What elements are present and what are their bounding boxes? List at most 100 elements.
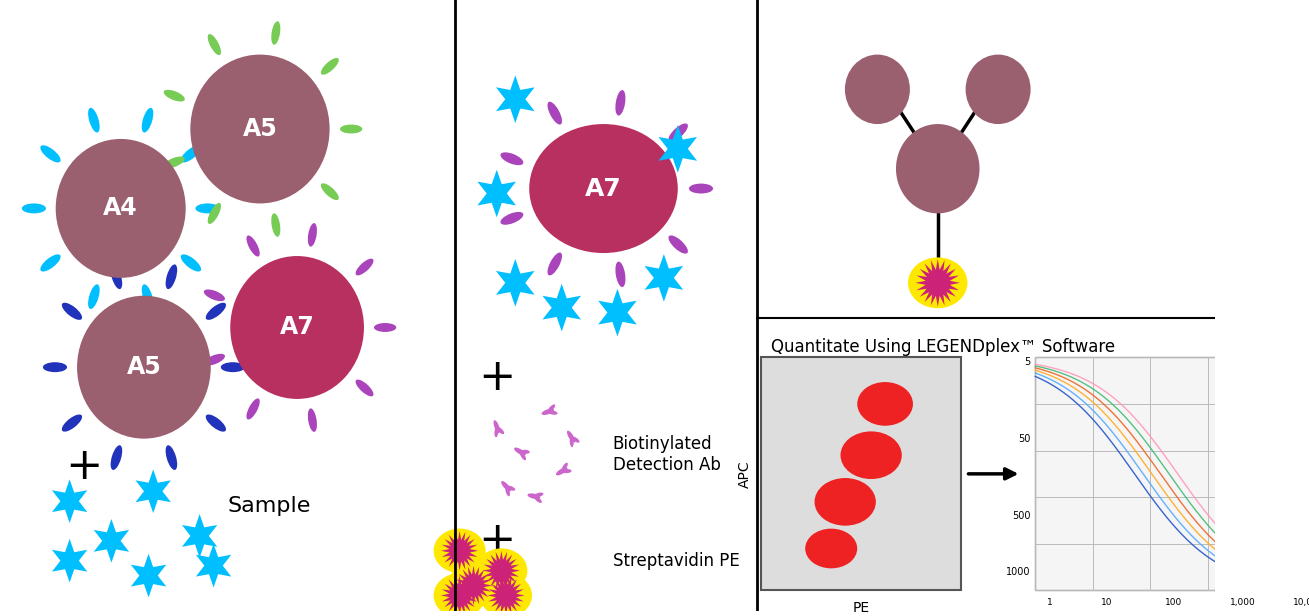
Ellipse shape <box>497 427 504 434</box>
Ellipse shape <box>181 145 202 163</box>
Ellipse shape <box>505 487 511 496</box>
Text: Sample: Sample <box>228 496 312 516</box>
Ellipse shape <box>507 485 516 491</box>
Polygon shape <box>915 259 959 307</box>
Polygon shape <box>644 254 683 302</box>
Polygon shape <box>478 169 516 217</box>
Ellipse shape <box>615 262 626 287</box>
Ellipse shape <box>321 58 339 75</box>
FancyBboxPatch shape <box>762 357 961 591</box>
Ellipse shape <box>166 264 177 289</box>
Ellipse shape <box>556 468 568 476</box>
Ellipse shape <box>246 235 259 257</box>
Ellipse shape <box>230 256 364 399</box>
Circle shape <box>895 124 979 213</box>
Text: A7: A7 <box>280 315 314 339</box>
Ellipse shape <box>141 108 153 132</box>
Polygon shape <box>441 531 478 570</box>
Ellipse shape <box>567 431 575 443</box>
Ellipse shape <box>62 302 82 320</box>
Ellipse shape <box>181 254 202 272</box>
Ellipse shape <box>840 431 902 479</box>
Ellipse shape <box>356 259 373 275</box>
Ellipse shape <box>908 257 967 308</box>
Text: A4: A4 <box>103 197 137 221</box>
Ellipse shape <box>520 452 526 460</box>
Ellipse shape <box>542 408 554 415</box>
Ellipse shape <box>495 428 499 437</box>
Text: A7: A7 <box>585 177 622 201</box>
Ellipse shape <box>857 382 912 426</box>
Polygon shape <box>487 575 525 615</box>
Ellipse shape <box>208 34 221 55</box>
Ellipse shape <box>141 284 153 309</box>
Ellipse shape <box>480 573 531 616</box>
Ellipse shape <box>111 445 122 470</box>
Text: PE: PE <box>852 601 869 615</box>
Ellipse shape <box>669 123 689 142</box>
Ellipse shape <box>164 156 185 168</box>
Polygon shape <box>441 575 478 615</box>
Text: APC: APC <box>738 460 751 488</box>
Text: 1000: 1000 <box>1007 567 1030 577</box>
Ellipse shape <box>308 223 317 246</box>
Ellipse shape <box>534 493 543 497</box>
Ellipse shape <box>195 203 220 213</box>
Ellipse shape <box>340 124 363 134</box>
Ellipse shape <box>88 284 99 309</box>
Ellipse shape <box>501 481 511 492</box>
Text: 5: 5 <box>1025 357 1030 367</box>
Ellipse shape <box>41 145 60 163</box>
Polygon shape <box>136 469 171 513</box>
Polygon shape <box>52 479 88 523</box>
Ellipse shape <box>493 420 500 433</box>
Ellipse shape <box>206 302 226 320</box>
Polygon shape <box>483 551 520 591</box>
Ellipse shape <box>308 408 317 432</box>
Text: +: + <box>478 519 516 562</box>
Ellipse shape <box>246 399 259 419</box>
Ellipse shape <box>221 362 245 372</box>
Ellipse shape <box>547 102 562 124</box>
Ellipse shape <box>204 290 225 301</box>
Circle shape <box>844 55 910 124</box>
Text: 1,000: 1,000 <box>1229 598 1255 607</box>
Polygon shape <box>496 75 534 123</box>
Ellipse shape <box>534 496 542 503</box>
Ellipse shape <box>22 203 46 213</box>
Ellipse shape <box>475 548 528 593</box>
Text: 10: 10 <box>1101 598 1113 607</box>
Ellipse shape <box>669 235 689 254</box>
Ellipse shape <box>374 323 397 332</box>
Polygon shape <box>52 539 88 583</box>
Polygon shape <box>598 289 636 336</box>
Text: 100: 100 <box>1165 598 1182 607</box>
Ellipse shape <box>529 124 678 253</box>
Ellipse shape <box>514 448 526 455</box>
Ellipse shape <box>689 184 713 193</box>
Ellipse shape <box>448 563 500 608</box>
Ellipse shape <box>166 445 177 470</box>
FancyBboxPatch shape <box>1035 357 1309 591</box>
Ellipse shape <box>500 152 524 165</box>
Ellipse shape <box>321 184 339 200</box>
Ellipse shape <box>356 379 373 396</box>
Ellipse shape <box>433 573 486 616</box>
Ellipse shape <box>88 108 99 132</box>
Ellipse shape <box>548 404 555 411</box>
Ellipse shape <box>563 469 572 473</box>
Circle shape <box>966 55 1030 124</box>
Text: Streptavidin PE: Streptavidin PE <box>613 552 740 570</box>
Ellipse shape <box>433 529 486 573</box>
Ellipse shape <box>190 55 330 203</box>
Ellipse shape <box>208 203 221 224</box>
Text: Quantitate Using LEGENDplex™ Software: Quantitate Using LEGENDplex™ Software <box>771 338 1115 356</box>
Text: A5: A5 <box>127 355 161 379</box>
Polygon shape <box>496 259 534 307</box>
Text: 50: 50 <box>1018 434 1030 444</box>
Polygon shape <box>182 514 217 557</box>
Text: +: + <box>478 355 516 399</box>
Ellipse shape <box>814 478 876 525</box>
Ellipse shape <box>77 296 211 439</box>
Ellipse shape <box>571 437 580 443</box>
